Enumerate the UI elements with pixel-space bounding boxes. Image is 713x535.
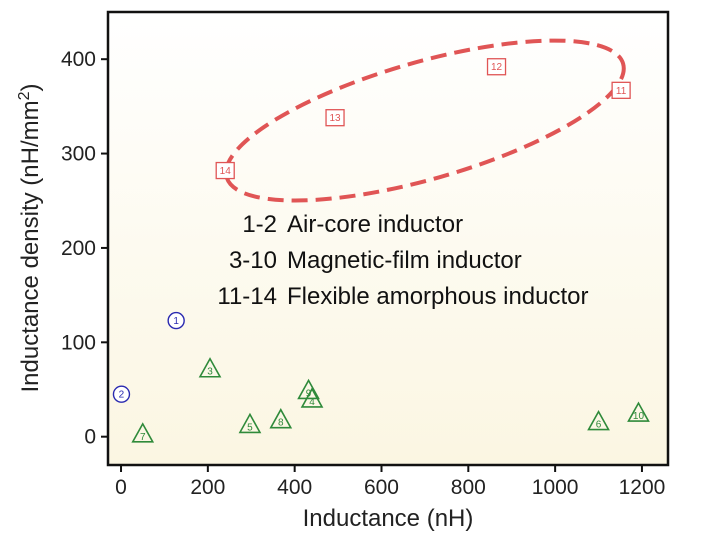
x-tick-label: 400 (277, 476, 312, 499)
square-marker (486, 58, 507, 76)
triangle-marker (238, 412, 262, 434)
data-point-9: 9 (297, 378, 320, 400)
axis-ticks: 0 200 400 600 800 1000 1200 0 100 200 300 400 (61, 48, 665, 499)
y-axis-title-main: Inductance density (nH/mm (17, 100, 44, 392)
square-marker (215, 161, 235, 180)
data-point-3: 3 (198, 357, 222, 378)
x-tick-label: 800 (451, 476, 486, 499)
legend-label-2: Magnetic-film inductor (287, 247, 522, 274)
y-tick-label: 300 (61, 143, 96, 166)
x-tick-label: 1000 (532, 476, 579, 499)
triangle-marker (587, 409, 610, 431)
data-point-7: 7 (131, 422, 155, 443)
y-axis-title: Inductance density (nH/mm2) (16, 83, 44, 392)
y-tick-label: 0 (84, 426, 96, 449)
data-point-6: 6 (587, 409, 610, 431)
x-axis-title: Inductance (nH) (303, 505, 474, 532)
point-label: 7 (140, 432, 146, 443)
point-label: 3 (207, 367, 213, 378)
triangle-marker (627, 401, 650, 422)
y-tick-label: 200 (61, 237, 96, 260)
legend-label-1: Air-core inductor (287, 211, 463, 238)
y-axis-title-close: ) (17, 83, 44, 91)
x-tick-label: 0 (115, 476, 127, 499)
data-point-1: 1 (167, 311, 185, 330)
x-tick-label: 600 (364, 476, 399, 499)
triangle-marker (269, 408, 293, 429)
legend-range-1: 1-2 (242, 211, 277, 238)
point-label: 13 (329, 113, 341, 124)
plot-area (106, 10, 670, 467)
legend-label-3: Flexible amorphous inductor (287, 283, 589, 310)
y-tick-label: 100 (61, 331, 96, 354)
square-marker (611, 81, 631, 99)
point-label: 6 (596, 420, 602, 431)
data-point-2: 2 (112, 385, 131, 403)
data-point-8: 8 (269, 408, 293, 429)
data-point-10: 10 (627, 401, 650, 422)
x-tick-label: 200 (190, 476, 225, 499)
legend-range-3: 11-14 (217, 283, 277, 310)
data-point-11: 11 (611, 81, 631, 99)
point-label: 5 (247, 422, 253, 433)
legend: 1-2 Air-core inductor 3-10 Magnetic-film in… (217, 211, 588, 310)
point-label: 12 (491, 62, 503, 73)
point-label: 1 (173, 316, 179, 327)
circle-marker (167, 311, 185, 330)
point-label: 11 (616, 86, 627, 97)
data-point-14: 14 (215, 161, 235, 180)
data-point-13: 13 (325, 109, 345, 127)
annotation-layer (224, 38, 626, 203)
y-axis-title-superscript: 2 (16, 91, 33, 100)
point-label: 9 (306, 388, 312, 399)
square-marker (325, 109, 345, 127)
legend-range-2: 3-10 (229, 247, 277, 274)
circle-marker (112, 385, 131, 403)
x-tick-label: 1200 (619, 476, 666, 499)
y-tick-label: 400 (61, 48, 96, 71)
triangle-marker (297, 378, 320, 400)
point-label: 10 (633, 411, 645, 422)
point-label: 4 (309, 397, 315, 408)
triangle-marker (198, 357, 222, 378)
data-point-5: 5 (238, 412, 262, 434)
point-label: 8 (278, 418, 284, 429)
point-label: 14 (220, 166, 232, 177)
data-point-12: 12 (486, 58, 507, 76)
triangle-marker (131, 422, 155, 443)
point-label: 2 (119, 390, 125, 401)
highlight-ellipse (224, 38, 626, 203)
